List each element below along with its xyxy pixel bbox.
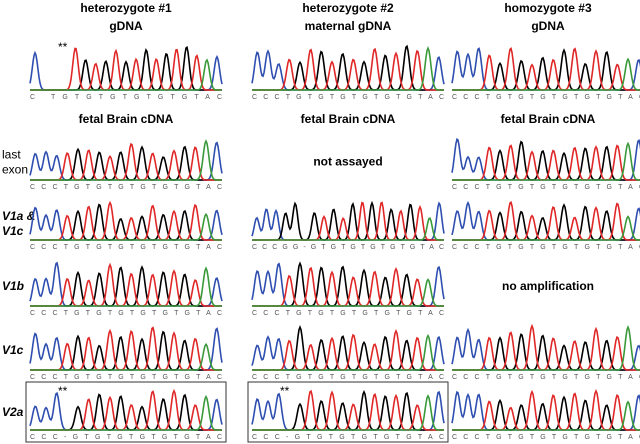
sequence: CCCGG-GTGTGTGTGTGTAC: [252, 244, 444, 251]
row-label: V2a: [2, 405, 24, 419]
sequence: CCCTGTGTGTGTGTGTAC: [30, 374, 222, 381]
trace: [452, 388, 640, 431]
trace: [30, 200, 222, 241]
cdna-label: fetal Brain cDNA: [501, 112, 596, 126]
trace: [30, 139, 222, 181]
sequence: CCCTGTGTGTGTGTGTAC: [452, 244, 640, 251]
trace: [252, 47, 444, 91]
gdna-label: gDNA: [531, 19, 565, 33]
marker: **: [58, 384, 68, 398]
trace: [252, 266, 444, 307]
trace: [252, 394, 444, 431]
highlight-box: [25, 381, 227, 443]
sequence: C TGTGTGTGTGTGTAC: [30, 94, 222, 101]
sequence: CCCTGTGTGTGTGTGTAC: [30, 244, 222, 251]
trace: [452, 144, 640, 181]
trace: [452, 215, 640, 241]
trace: [30, 266, 222, 307]
sequence: CCC-GTGTGTGTGTGTAC: [252, 434, 444, 441]
trace: [30, 142, 222, 181]
trace: [252, 328, 444, 371]
sequence: CCCTGTGTGTGTGTGTAC: [252, 310, 444, 317]
marker: **: [58, 40, 68, 54]
trace: [452, 141, 640, 181]
sequence: CCCTGTGTGTGTGTGTAC: [452, 434, 640, 441]
trace: [30, 47, 222, 91]
sequence: CCCTGTGTGTGTGTGTAC: [452, 184, 640, 191]
cdna-label: fetal Brain cDNA: [301, 112, 396, 126]
column-header: heterozygote #2: [302, 1, 394, 15]
trace: [30, 58, 222, 91]
trace: [30, 262, 222, 307]
sequence: CCCTGTGTGTGTGTGTAC: [452, 94, 640, 101]
gdna-label: maternal gDNA: [305, 19, 392, 33]
trace: [30, 212, 222, 241]
row-label: V1a & V1c: [2, 209, 35, 238]
trace: [252, 278, 444, 307]
sequence: CCC-GTGTGTGTGTGTAC: [30, 434, 222, 441]
trace: [252, 217, 444, 241]
trace: [452, 400, 640, 431]
note: no amplification: [502, 279, 594, 293]
marker: **: [280, 384, 290, 398]
trace: [452, 47, 640, 91]
gdna-label: gDNA: [109, 19, 143, 33]
row-label: V1b: [2, 279, 24, 293]
trace: [30, 326, 222, 371]
cdna-label: fetal Brain cDNA: [79, 112, 174, 126]
column-header: heterozygote #1: [80, 1, 172, 15]
row-label: last exon: [2, 148, 28, 177]
sequence: CCCTGTGTGTGTGTGTAC: [30, 310, 222, 317]
highlight-box: [247, 381, 449, 443]
row-label: V1c: [2, 343, 24, 357]
trace: [452, 325, 640, 371]
sequence: CCCTGTGTGTGTGTGTAC: [452, 374, 640, 381]
trace: [30, 342, 222, 371]
sequence: CCCTGTGTGTGTGTGTAC: [30, 184, 222, 191]
trace: [252, 333, 444, 371]
trace: [252, 46, 444, 91]
trace: [30, 394, 222, 431]
trace: [452, 200, 640, 241]
trace: [452, 57, 640, 91]
trace: [452, 323, 640, 371]
note: not assayed: [313, 155, 382, 169]
sequence: CCCTGTGTGTGTGTGTAC: [252, 374, 444, 381]
column-header: homozygote #3: [504, 1, 592, 15]
sequence: CCCTGTGTGTGTGTGTAC: [252, 94, 444, 101]
